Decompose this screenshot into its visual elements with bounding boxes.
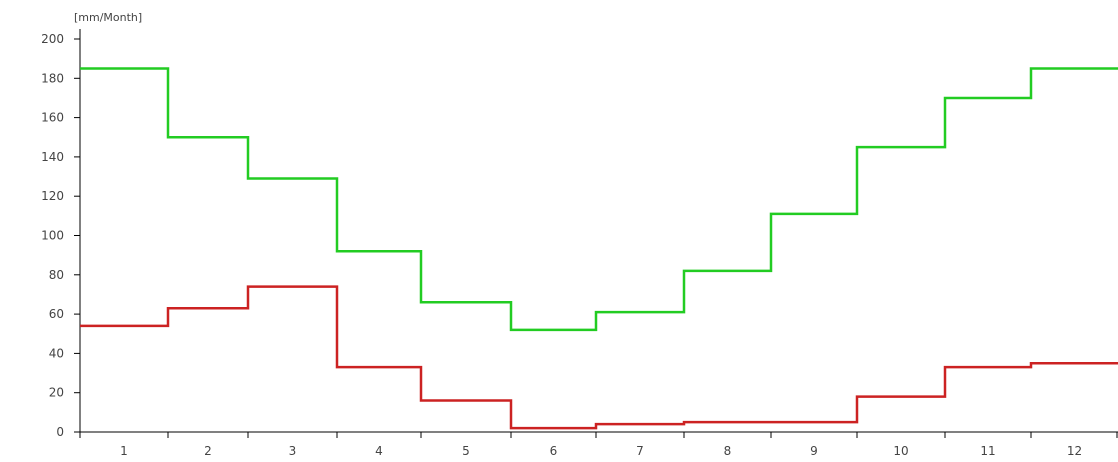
- x-tick-label: 4: [375, 444, 383, 458]
- unit-label: [mm/Month]: [74, 11, 142, 24]
- x-tick-label: 5: [462, 444, 470, 458]
- x-tick-label: 1: [120, 444, 128, 458]
- x-tick-label: 6: [550, 444, 558, 458]
- series-line-2: [80, 285, 1118, 430]
- y-tick-label: 60: [49, 307, 64, 321]
- x-tick-label: 7: [636, 444, 644, 458]
- x-tick-label: 9: [810, 444, 818, 458]
- x-axis: 1 2 3 4 5 6 7 8 9 10 11 12: [79, 431, 1118, 458]
- x-tick-label: 12: [1067, 444, 1082, 458]
- x-tick-label: 3: [289, 444, 297, 458]
- series-layer: [80, 67, 1118, 430]
- x-tick-label: 8: [724, 444, 732, 458]
- y-tick-label: 0: [56, 425, 64, 439]
- x-tick-label: 10: [893, 444, 908, 458]
- x-tick-label: 2: [204, 444, 212, 458]
- y-axis: 0 20 40 60 80 100 120 140 160 180 200: [41, 29, 81, 439]
- y-tick-label: 40: [49, 346, 64, 360]
- y-tick-label: 100: [41, 229, 64, 243]
- y-tick-label: 140: [41, 150, 64, 164]
- y-tick-label: 20: [49, 386, 64, 400]
- y-tick-label: 80: [49, 268, 64, 282]
- y-tick-label: 200: [41, 32, 64, 46]
- y-tick-label: 120: [41, 189, 64, 203]
- y-tick-label: 180: [41, 71, 64, 85]
- x-tick-label: 11: [980, 444, 995, 458]
- y-tick-label: 160: [41, 111, 64, 125]
- series-line-1: [80, 67, 1118, 332]
